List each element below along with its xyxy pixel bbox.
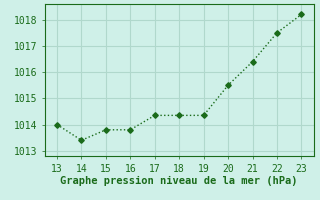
X-axis label: Graphe pression niveau de la mer (hPa): Graphe pression niveau de la mer (hPa): [60, 176, 298, 186]
